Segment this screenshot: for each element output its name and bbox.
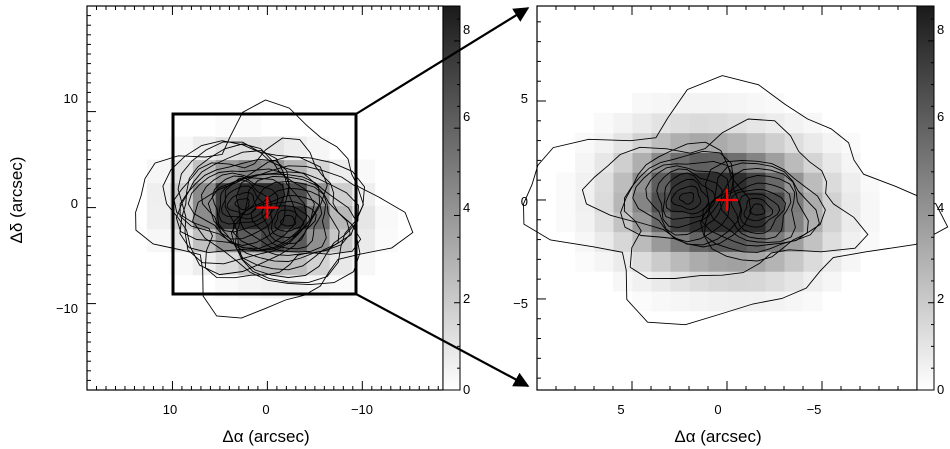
left-y-tick-label-minus10: −10 (56, 301, 78, 316)
left-y-axis-label: Δδ (arcsec) (7, 157, 26, 244)
right-x-tick-label-minus5: −5 (807, 402, 822, 417)
left-x-tick-label-0: 0 (262, 402, 269, 417)
left-colorbar-label-0: 0 (463, 382, 470, 397)
left-panel: 10 0 −10 10 0 −10 Δα (arcsec) Δδ (arcsec… (7, 5, 470, 446)
right-y-tick-label-0: 0 (521, 194, 528, 209)
right-colorbar-label-2: 2 (937, 291, 944, 306)
right-colorbar (916, 5, 935, 391)
left-colorbar-label-6: 6 (463, 109, 470, 124)
right-panel: 5 0 −5 5 0 −5 Δα (arcsec) 8 6 4 2 0 (513, 5, 949, 446)
right-y-tick-label-5: 5 (521, 91, 528, 106)
right-contours (523, 75, 949, 326)
right-colorbar-label-6: 6 (937, 109, 944, 124)
left-colorbar-label-2: 2 (463, 291, 470, 306)
zoom-arrow-top (355, 7, 530, 115)
left-x-tick-label-minus10: −10 (351, 402, 373, 417)
right-colorbar-label-8: 8 (937, 22, 944, 37)
left-y-tick-label-0: 0 (71, 196, 78, 211)
right-center-marker (716, 188, 738, 211)
right-image-map (556, 93, 880, 312)
left-y-tick-label-10: 10 (64, 91, 78, 106)
zoom-arrows (355, 7, 530, 387)
left-colorbar (442, 5, 461, 391)
left-colorbar-label-8: 8 (463, 22, 470, 37)
left-x-tick-label-10: 10 (163, 402, 177, 417)
right-y-tick-label-minus5: −5 (513, 296, 528, 311)
right-x-axis-label: Δα (arcsec) (674, 427, 761, 446)
zoom-arrow-bottom (355, 293, 530, 387)
right-x-tick-label-0: 0 (714, 402, 721, 417)
right-colorbar-label-0: 0 (937, 382, 944, 397)
left-ticks (86, 5, 439, 391)
left-image-map (146, 113, 398, 299)
left-center-marker (256, 196, 279, 219)
left-colorbar-label-4: 4 (463, 200, 470, 215)
right-colorbar-label-4: 4 (937, 200, 944, 215)
left-zoom-box (171, 112, 358, 296)
right-x-tick-label-5: 5 (617, 402, 624, 417)
right-ticks (536, 6, 918, 390)
left-x-axis-label: Δα (arcsec) (222, 427, 309, 446)
